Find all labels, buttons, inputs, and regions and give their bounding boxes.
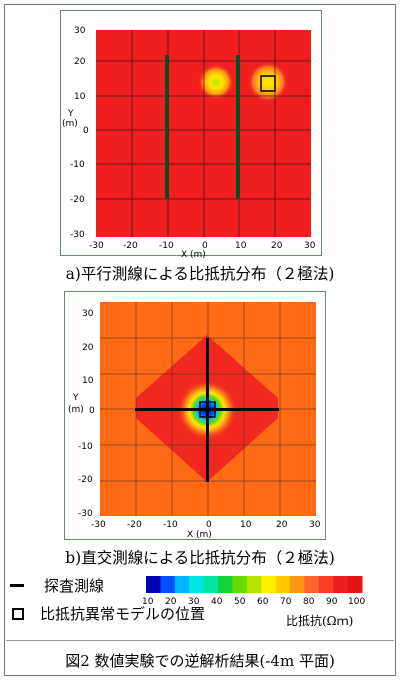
panel-a-frame (60, 10, 322, 256)
anomaly-model-legend-label: 比抵抗異常モデルの位置 (40, 605, 206, 623)
panel-b-frame (64, 291, 326, 540)
colorbar-unit-label: 比抵抗(Ωｍ) (286, 614, 354, 628)
panel-a-caption: a)平行測線による比抵抗分布（２極法) (65, 265, 335, 283)
survey-line-legend-label: 探査測線 (44, 577, 105, 595)
survey-line-legend-symbol (10, 584, 24, 587)
figure-title-rule (6, 640, 394, 641)
figure-title: 図2 数値実験での逆解析結果(-4m 平面) (65, 652, 335, 670)
panel-b-caption: b)直交測線による比抵抗分布（２極法) (65, 549, 335, 567)
anomaly-model-legend-symbol (12, 608, 24, 620)
figure-frame (4, 4, 396, 676)
